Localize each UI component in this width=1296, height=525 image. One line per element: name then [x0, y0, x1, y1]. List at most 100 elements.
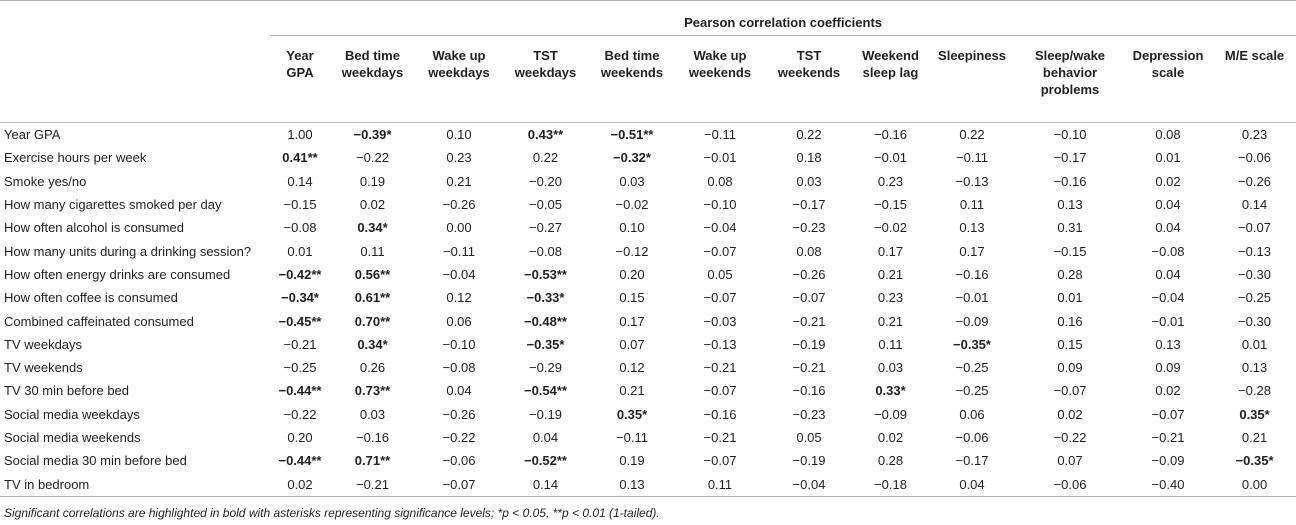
column-header-line: Sleepiness [938, 48, 1006, 63]
table-cell: −0.27 [529, 220, 562, 236]
table-cell: −0.06 [1017, 472, 1123, 497]
table-cell: 0.11 [676, 472, 764, 497]
table-cell: −0.02 [615, 197, 649, 213]
table-cell: 0.02 [877, 430, 904, 445]
table-cell: −0.21 [703, 430, 737, 445]
table-cell: 0.26 [359, 360, 386, 376]
table-cell: 0.23 [446, 150, 472, 166]
table-row: How often energy drinks are consumed −0.4… [0, 263, 1296, 286]
table-cell: 0.04 [1155, 197, 1181, 213]
table-cell: 0.05 [707, 266, 733, 282]
column-header: Weekend sleep lag [854, 35, 927, 123]
table-cell: 0.06 [446, 313, 472, 329]
table-cell: −0.11 [616, 430, 648, 445]
table-cell: −0.19 [529, 406, 562, 422]
table-cell: −0.21 [792, 360, 826, 376]
table-cell: 0.02 [359, 197, 386, 213]
column-header: TST weekdays [503, 35, 588, 123]
table-cell: −0.08 [283, 220, 317, 236]
table-cell: −0.35* [526, 336, 565, 352]
table-cell: −0.11 [956, 150, 988, 166]
row-label: Smoke yes/no [4, 173, 87, 189]
table-cell: 0.03 [359, 406, 386, 422]
table-cell: −0.35* [1235, 453, 1274, 469]
column-header-line: weekdays [428, 65, 490, 80]
table-cell: −0.10 [1053, 127, 1087, 143]
column-header: Bed time weekends [588, 35, 676, 123]
table-cell: −0.17 [792, 197, 826, 213]
table-cell: −0.09 [1151, 453, 1185, 469]
table-cell: −0.09 [874, 406, 907, 422]
table-cell: 0.15 [1057, 336, 1083, 352]
table-cell: −0.07 [792, 290, 826, 306]
table-cell: 0.23 [877, 173, 904, 189]
column-header: Bed time weekdays [330, 35, 415, 123]
table-row: How many units during a drinking session… [0, 239, 1296, 262]
table-cell: 0.21 [619, 383, 645, 399]
table-cell: 0.04 [1155, 266, 1181, 282]
table-cell: −0.06 [442, 453, 476, 469]
table-cell: −0.29 [529, 360, 562, 376]
row-label: TV weekends [4, 360, 83, 376]
table-cell: 0.21 [877, 266, 904, 282]
table-cell: 0.03 [877, 360, 904, 376]
table-cell: −0.16 [874, 127, 907, 143]
group-header: Pearson correlation coefficients [270, 0, 1296, 36]
table-cell: −0.19 [792, 336, 826, 352]
table-cell: −0.13 [955, 173, 989, 189]
table-cell: −0.15 [874, 197, 907, 213]
row-label: How often energy drinks are consumed [4, 266, 231, 282]
table-cell: 0.21 [446, 173, 472, 189]
table-cell: −0.07 [703, 453, 737, 469]
row-label: TV weekdays [4, 336, 83, 352]
table-cell: −0.21 [703, 360, 737, 376]
table-cell: 0.13 [588, 472, 676, 497]
column-header-line: Wake up [432, 48, 486, 63]
table-cell: 0.01 [1155, 150, 1181, 166]
table-cell: 0.20 [287, 430, 313, 445]
table-cell: 0.17 [877, 243, 904, 259]
table-row: Exercise hours per week 0.41** −0.22 0.23 0.… [0, 146, 1296, 169]
table-cell: 0.09 [1155, 360, 1181, 376]
table-cell: −0.06 [955, 430, 989, 445]
table-cell: −0.05 [529, 197, 562, 213]
table-cell: −0.01 [703, 150, 737, 166]
table-cell: 0.70** [354, 313, 391, 329]
column-header: M/E scale [1213, 35, 1296, 123]
table-cell: −0.22 [283, 406, 317, 422]
table-cell: 0.04 [1155, 220, 1181, 236]
table-cell: −0.19 [792, 453, 826, 469]
table-cell: 0.10 [619, 220, 645, 236]
table-cell: 0.33* [875, 383, 906, 399]
table-cell: −0.22 [1053, 430, 1087, 445]
row-label: How often alcohol is consumed [4, 220, 184, 236]
table-cell: −0.44** [278, 383, 322, 399]
table-cell: 0.35* [1239, 406, 1270, 422]
table-cell: −0.25 [955, 360, 989, 376]
table-cell: −0.07 [1151, 406, 1185, 422]
table-row: TV in bedroom 0.02 −0.21 −0.07 0.14 0.13 0.11−… [0, 472, 1296, 497]
table-cell: 0.11 [878, 336, 903, 352]
table-cell: −0.40 [1123, 472, 1213, 497]
column-header-line: TST [796, 48, 822, 63]
table-cell: 0.00 [1213, 472, 1296, 497]
table-cell: −0.25 [283, 360, 317, 376]
table-cell: 0.22 [532, 150, 559, 166]
table-cell: −0.07 [703, 383, 737, 399]
table-cell: −0.02 [874, 220, 907, 236]
column-header-line: behavior [1042, 65, 1098, 80]
table-cell: 0.08 [1155, 127, 1181, 143]
table-row: TV weekends −0.25 0.26 −0.08 −0.29 0.12 −0.21 −… [0, 356, 1296, 379]
table-cell: 0.11 [959, 197, 985, 213]
table-row: How many cigarettes smoked per day −0.15 0… [0, 193, 1296, 216]
column-header: Depression scale [1123, 35, 1213, 123]
row-label: Social media 30 min before bed [4, 453, 187, 469]
table-cell: 0.41** [282, 150, 318, 166]
table-cell: 0.09 [1057, 360, 1083, 376]
table-row: Combined caffeinated consumed −0.45** 0.70… [0, 309, 1296, 332]
table-cell: 0.07 [619, 336, 645, 352]
column-header-line: weekends [777, 65, 841, 80]
table-cell: 0.05 [796, 430, 822, 445]
table-cell: −0.26 [442, 197, 476, 213]
